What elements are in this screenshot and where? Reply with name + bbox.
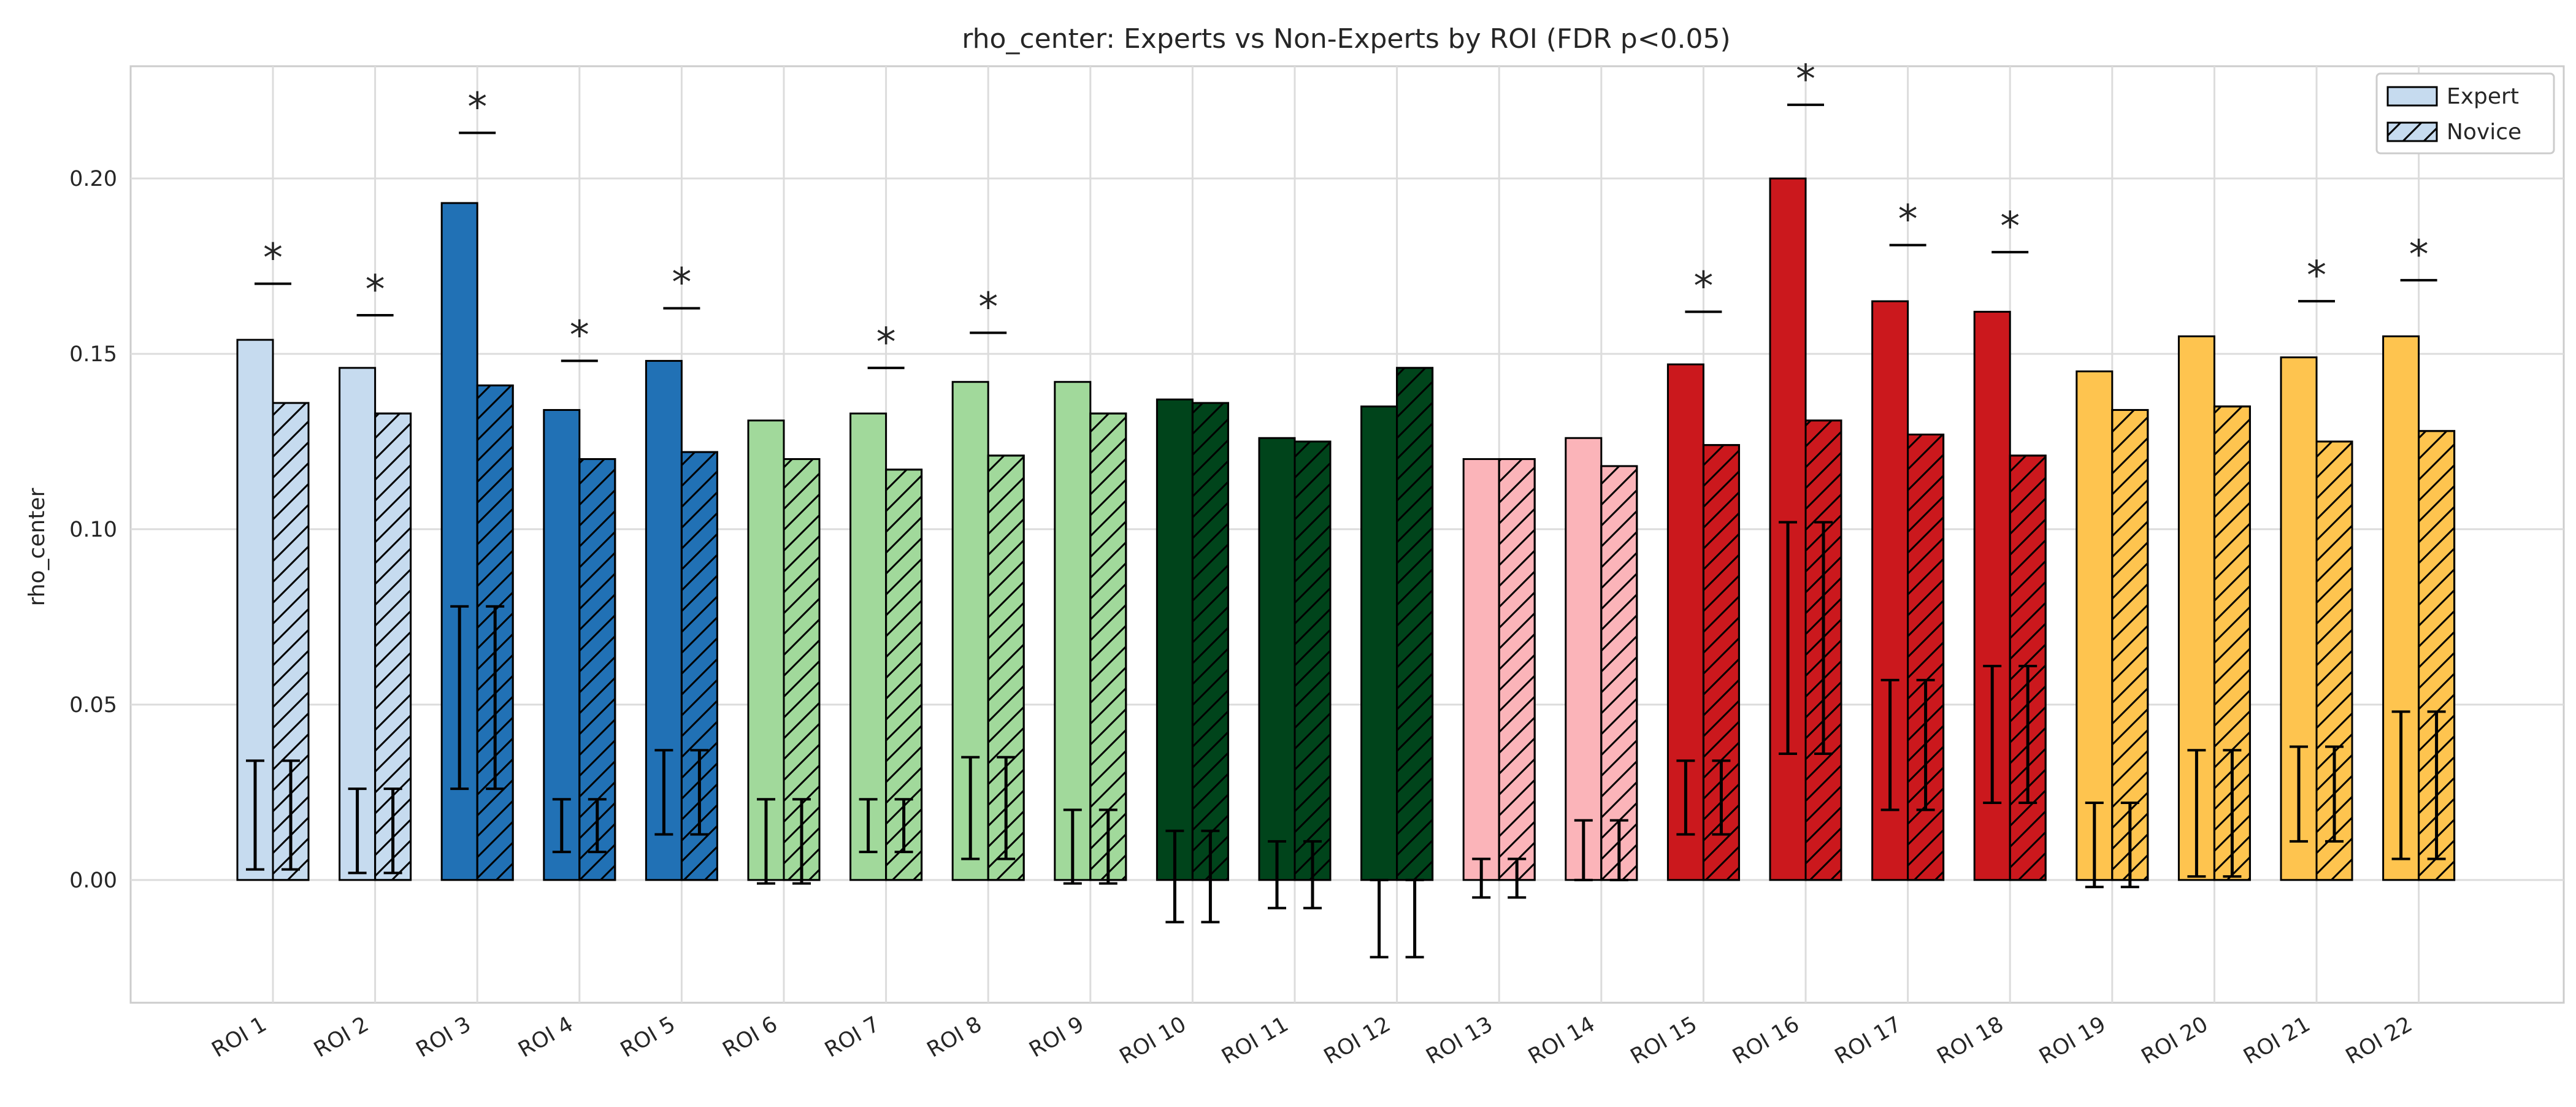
y-axis-label: rho_center xyxy=(25,488,50,606)
significance-star: * xyxy=(978,285,998,331)
x-tick-label: ROI 20 xyxy=(2137,1012,2212,1070)
bar-hatch xyxy=(1907,434,1945,881)
x-tick-label: ROI 15 xyxy=(1627,1012,1701,1070)
legend-label: Novice xyxy=(2447,120,2521,145)
bar-expert xyxy=(1258,437,1296,881)
legend-swatch-hatch xyxy=(2386,121,2438,142)
x-tick-label: ROI 1 xyxy=(208,1012,271,1062)
bar-expert xyxy=(1462,458,1500,881)
x-tick-label: ROI 13 xyxy=(1422,1012,1497,1070)
significance-star: * xyxy=(876,320,896,366)
bar-expert xyxy=(1360,405,1398,881)
significance-star: * xyxy=(570,313,589,358)
x-tick-label: ROI 9 xyxy=(1025,1012,1089,1062)
legend-label: Expert xyxy=(2447,84,2519,109)
significance-star: * xyxy=(1693,264,1713,309)
x-tick-label: ROI 14 xyxy=(1524,1012,1599,1070)
bar-hatch xyxy=(1089,412,1127,881)
x-tick-label: ROI 3 xyxy=(412,1012,475,1062)
bar-expert xyxy=(1054,381,1092,881)
bar-hatch xyxy=(1600,465,1638,881)
x-tick-label: ROI 22 xyxy=(2342,1012,2417,1070)
x-tick-label: ROI 7 xyxy=(821,1012,884,1062)
significance-star: * xyxy=(672,261,691,306)
x-tick-label: ROI 17 xyxy=(1831,1012,1906,1070)
y-tick-label: 0.05 xyxy=(69,693,117,718)
x-tick-label: ROI 6 xyxy=(719,1012,782,1062)
y-tick-label: 0.15 xyxy=(69,342,117,367)
bar-hatch xyxy=(1396,367,1434,881)
x-tick-label: ROI 2 xyxy=(310,1012,373,1062)
significance-star: * xyxy=(263,236,283,282)
bar-hatch xyxy=(2213,405,2251,881)
legend-swatch xyxy=(2386,86,2438,107)
legend: Expert Novice xyxy=(2375,72,2555,155)
plot-frame xyxy=(129,65,2565,1004)
bar-hatch xyxy=(680,451,718,881)
significance-star: * xyxy=(2000,204,2020,250)
bar-expert xyxy=(1565,437,1603,881)
significance-star: * xyxy=(2307,253,2326,299)
x-tick-label: ROI 18 xyxy=(1933,1012,2008,1070)
x-tick-label: ROI 16 xyxy=(1728,1012,1803,1070)
x-tick-label: ROI 21 xyxy=(2239,1012,2314,1070)
chart-title: rho_center: Experts vs Non-Experts by RO… xyxy=(962,23,1730,55)
significance-star: * xyxy=(467,85,487,131)
y-tick-label: 0.20 xyxy=(69,167,117,191)
significance-star: * xyxy=(366,267,385,313)
x-tick-label: ROI 11 xyxy=(1217,1012,1292,1070)
significance-star: * xyxy=(1898,197,1918,243)
bar-hatch xyxy=(1294,440,1332,881)
y-tick-label: 0.00 xyxy=(69,868,117,893)
x-tick-label: ROI 8 xyxy=(923,1012,986,1062)
bar-hatch xyxy=(1498,458,1536,881)
y-tick-label: 0.10 xyxy=(69,518,117,542)
x-tick-label: ROI 12 xyxy=(1320,1012,1395,1070)
bar-expert xyxy=(1156,398,1194,881)
x-tick-label: ROI 19 xyxy=(2035,1012,2110,1070)
x-tick-label: ROI 10 xyxy=(1116,1012,1190,1070)
bar-hatch xyxy=(1191,402,1229,881)
x-tick-label: ROI 5 xyxy=(616,1012,680,1062)
plot-area: 0.00 0.05 0.10 0.15 0.20 * * * * * * * * * * * * * ROI 1 RO… xyxy=(69,57,2565,1070)
significance-star: * xyxy=(1796,57,1815,102)
x-tick-label: ROI 4 xyxy=(515,1012,578,1062)
significance-star: * xyxy=(2409,232,2429,278)
